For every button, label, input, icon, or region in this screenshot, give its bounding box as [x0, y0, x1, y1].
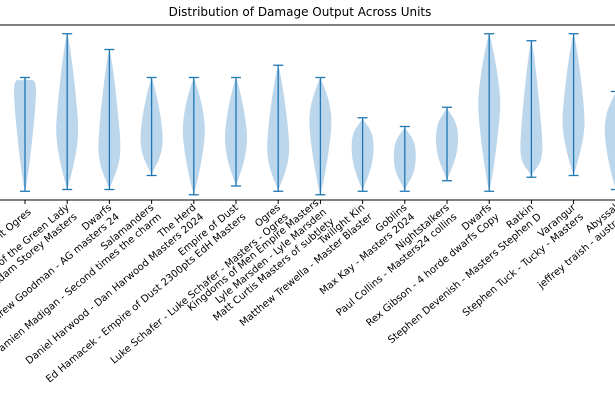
violin-body	[604, 93, 615, 187]
x-tick-label-line: Kingdoms of Men Empire Masters	[186, 198, 321, 314]
chart-title: Distribution of Damage Output Across Uni…	[169, 5, 432, 19]
